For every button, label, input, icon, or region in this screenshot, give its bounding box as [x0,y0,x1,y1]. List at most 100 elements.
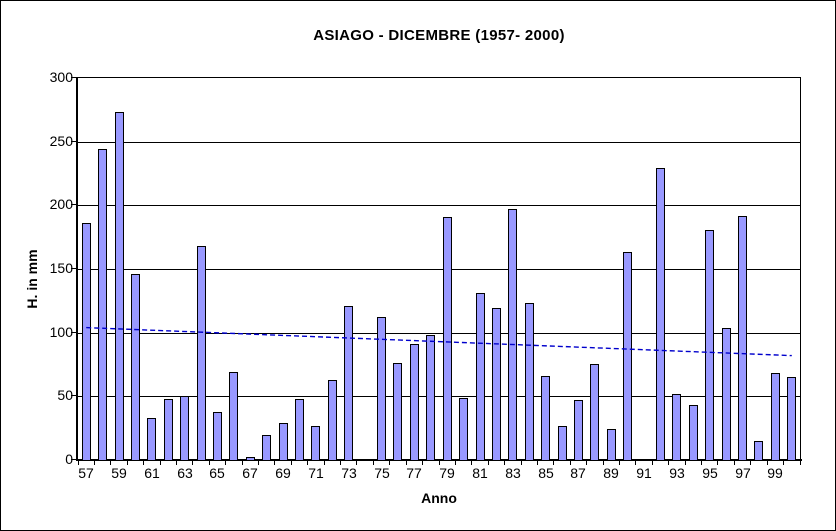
x-tick-mark-9 [225,461,226,465]
x-tick-label-65: 65 [209,465,225,481]
x-tick-label-73: 73 [341,465,357,481]
y-tick-mark-100 [71,332,76,333]
x-tick-mark-27 [521,461,522,465]
bar-95 [705,230,714,460]
x-tick-mark-5 [160,461,161,465]
x-tick-label-63: 63 [177,465,193,481]
bar-59 [115,112,124,460]
trendline-path [86,326,792,357]
x-tick-label-89: 89 [603,465,619,481]
bar-96 [722,328,731,460]
bar-60 [131,274,140,460]
bar-67 [246,457,255,460]
x-tick-mark-28 [537,461,538,465]
x-tick-mark-21 [422,461,423,465]
gridline-250 [78,142,800,143]
bar-73 [344,306,353,460]
bar-94 [689,405,698,460]
bar-69 [279,423,288,460]
x-tick-mark-18 [373,461,374,465]
x-tick-label-71: 71 [308,465,324,481]
y-axis-title: H. in mm [24,249,40,309]
x-tick-mark-0 [78,461,79,465]
y-tick-label-150: 150 [49,260,73,276]
x-tick-mark-33 [619,461,620,465]
x-tick-mark-44 [800,461,801,465]
bar-83 [508,209,517,460]
x-tick-label-99: 99 [767,465,783,481]
x-tick-label-87: 87 [570,465,586,481]
bar-86 [558,426,567,460]
y-tick-mark-0 [71,459,76,460]
x-tick-mark-20 [406,461,407,465]
x-tick-mark-34 [635,461,636,465]
bar-92 [656,168,665,460]
x-tick-mark-24 [471,461,472,465]
bar-74 [361,459,370,460]
bar-64 [197,246,206,460]
x-tick-mark-39 [717,461,718,465]
bar-87 [574,400,583,460]
x-tick-mark-41 [750,461,751,465]
trendline [86,326,792,357]
bar-58 [98,149,107,460]
y-tick-label-0: 0 [65,451,73,467]
x-tick-mark-13 [291,461,292,465]
x-tick-mark-42 [767,461,768,465]
x-tick-label-79: 79 [439,465,455,481]
x-tick-mark-29 [553,461,554,465]
bar-66 [229,372,238,460]
chart-title: ASIAGO - DICEMBRE (1957- 2000) [313,27,565,44]
bar-00 [787,377,796,460]
x-tick-label-61: 61 [144,465,160,481]
y-tick-label-300: 300 [49,69,73,85]
bar-68 [262,435,271,460]
y-tick-label-100: 100 [49,324,73,340]
x-tick-mark-1 [94,461,95,465]
x-tick-mark-22 [439,461,440,465]
bar-90 [623,252,632,460]
bar-84 [525,303,534,460]
x-tick-mark-11 [258,461,259,465]
x-tick-mark-36 [668,461,669,465]
x-tick-mark-32 [603,461,604,465]
x-tick-mark-16 [340,461,341,465]
x-axis-title: Anno [421,490,457,506]
x-tick-label-83: 83 [505,465,521,481]
y-tick-label-250: 250 [49,133,73,149]
x-tick-label-67: 67 [242,465,258,481]
x-tick-mark-12 [274,461,275,465]
bar-79 [443,217,452,460]
x-tick-label-91: 91 [636,465,652,481]
x-tick-mark-35 [652,461,653,465]
x-tick-label-77: 77 [406,465,422,481]
y-tick-mark-300 [71,77,76,78]
bar-88 [590,364,599,460]
gridline-150 [78,269,800,270]
x-tick-label-57: 57 [78,465,94,481]
bar-93 [672,394,681,460]
bar-70 [295,399,304,460]
x-tick-mark-6 [176,461,177,465]
bar-72 [328,380,337,460]
y-tick-mark-150 [71,268,76,269]
gridline-200 [78,205,800,206]
x-tick-label-97: 97 [735,465,751,481]
x-tick-label-81: 81 [472,465,488,481]
x-tick-mark-8 [209,461,210,465]
x-tick-label-95: 95 [702,465,718,481]
y-tick-mark-250 [71,141,76,142]
x-tick-mark-7 [192,461,193,465]
x-tick-mark-17 [356,461,357,465]
bar-99 [771,373,780,460]
x-tick-label-75: 75 [374,465,390,481]
x-axis-line [76,459,802,461]
plot-area [78,77,801,460]
x-tick-mark-26 [504,461,505,465]
y-tick-mark-50 [71,395,76,396]
x-tick-label-93: 93 [669,465,685,481]
x-tick-mark-15 [324,461,325,465]
x-tick-mark-25 [488,461,489,465]
x-tick-mark-31 [586,461,587,465]
